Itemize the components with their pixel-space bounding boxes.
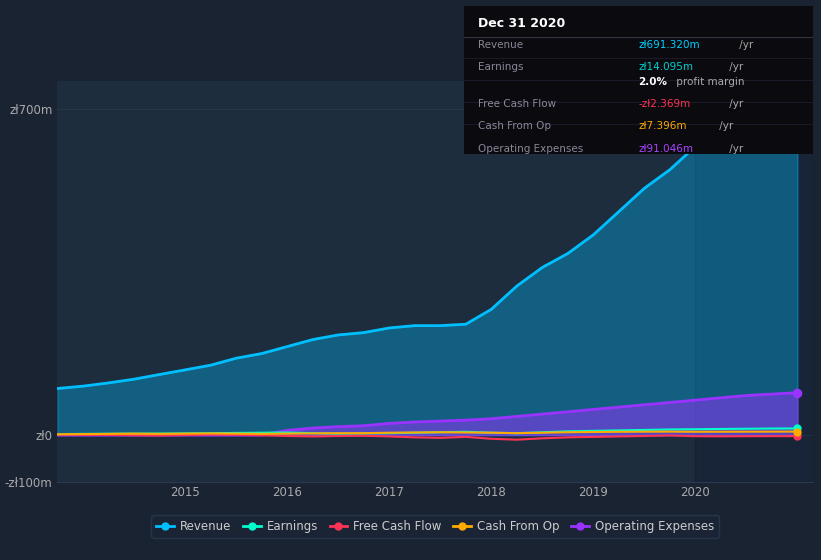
Text: Revenue: Revenue bbox=[478, 40, 523, 50]
Text: Operating Expenses: Operating Expenses bbox=[478, 143, 583, 153]
Text: /yr: /yr bbox=[717, 122, 734, 132]
Text: zł14.095m: zł14.095m bbox=[639, 62, 693, 72]
Legend: Revenue, Earnings, Free Cash Flow, Cash From Op, Operating Expenses: Revenue, Earnings, Free Cash Flow, Cash … bbox=[151, 515, 719, 538]
Text: zł691.320m: zł691.320m bbox=[639, 40, 700, 50]
Point bbox=[791, 424, 804, 433]
Text: -zł2.369m: -zł2.369m bbox=[639, 99, 690, 109]
Text: /yr: /yr bbox=[727, 99, 744, 109]
Text: zł91.046m: zł91.046m bbox=[639, 143, 693, 153]
Text: profit margin: profit margin bbox=[673, 77, 745, 87]
Point bbox=[791, 432, 804, 441]
Point bbox=[791, 388, 804, 397]
Text: Cash From Op: Cash From Op bbox=[478, 122, 551, 132]
Text: 2.0%: 2.0% bbox=[639, 77, 667, 87]
Text: /yr: /yr bbox=[727, 143, 744, 153]
Text: zł7.396m: zł7.396m bbox=[639, 122, 687, 132]
Point bbox=[791, 427, 804, 436]
Bar bbox=[695, 81, 813, 482]
Text: Dec 31 2020: Dec 31 2020 bbox=[478, 17, 565, 30]
Text: Earnings: Earnings bbox=[478, 62, 523, 72]
Text: Free Cash Flow: Free Cash Flow bbox=[478, 99, 556, 109]
Text: /yr: /yr bbox=[727, 62, 744, 72]
Point bbox=[791, 109, 804, 118]
Text: /yr: /yr bbox=[736, 40, 754, 50]
